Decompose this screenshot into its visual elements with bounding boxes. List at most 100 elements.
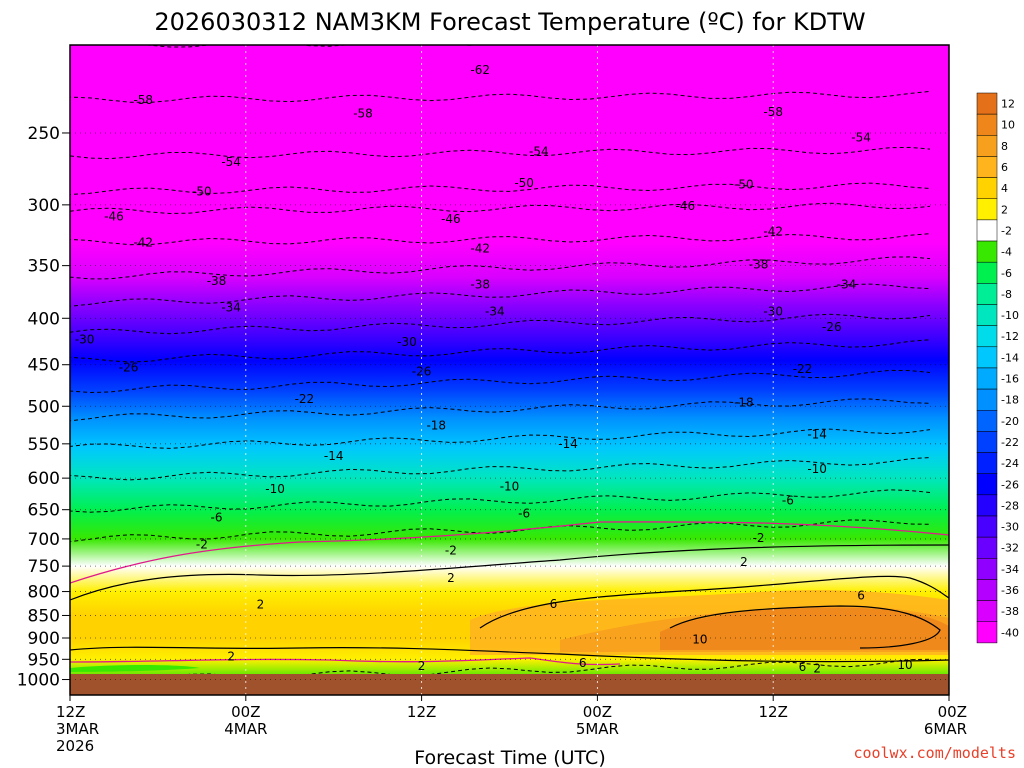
gridlines bbox=[70, 45, 949, 695]
isotherm-10c bbox=[669, 605, 941, 649]
contour-label: 6 bbox=[579, 656, 587, 670]
colorbar-label: 12 bbox=[1001, 98, 1015, 111]
contour-label: -50 bbox=[192, 184, 212, 198]
contour-label: -62 bbox=[470, 63, 490, 77]
isotherm-contour bbox=[70, 45, 483, 48]
x-tick-label: 12Z bbox=[56, 703, 85, 721]
contour-label: -22 bbox=[793, 362, 813, 376]
contour-label: -10 bbox=[500, 480, 520, 494]
contour-label: 2 bbox=[447, 571, 455, 585]
isotherm-contour bbox=[70, 457, 931, 481]
contour-label: -42 bbox=[133, 235, 153, 249]
isotherm-2c-upper bbox=[70, 544, 949, 601]
contour-label: -38 bbox=[470, 277, 490, 291]
contour-label: -18 bbox=[734, 395, 754, 409]
x-tick-label: 00Z bbox=[938, 703, 967, 721]
contour-label: -18 bbox=[426, 418, 446, 432]
colorbar-swatch bbox=[976, 346, 998, 369]
colorbar-label: -26 bbox=[1001, 478, 1019, 491]
x-tick-label: 4MAR bbox=[224, 720, 267, 738]
y-tick-label: 550 bbox=[28, 435, 60, 455]
y-tick-label: 300 bbox=[28, 196, 60, 216]
colorbar-label: -4 bbox=[1001, 246, 1012, 259]
colorbar-label: -32 bbox=[1001, 542, 1019, 555]
freezing-level-line bbox=[70, 521, 949, 584]
contour-label: -46 bbox=[441, 212, 461, 226]
plot-frame bbox=[69, 44, 950, 696]
colorbar-label: 2 bbox=[1001, 203, 1008, 216]
contour-label: -14 bbox=[324, 449, 344, 463]
isotherm-contour bbox=[70, 428, 931, 449]
contour-label: -34 bbox=[485, 304, 505, 318]
isotherm-contour bbox=[70, 146, 931, 160]
colorbar-label: -22 bbox=[1001, 436, 1019, 449]
x-tick-label: 5MAR bbox=[576, 720, 619, 738]
colorbar-swatch bbox=[976, 177, 998, 200]
contour-label: -10 bbox=[265, 482, 285, 496]
isotherm-contour bbox=[70, 256, 931, 280]
contour-label: 6 bbox=[550, 597, 558, 611]
contour-label: -54 bbox=[529, 144, 549, 158]
contour-label: -10 bbox=[807, 462, 827, 476]
y-tick-label: 250 bbox=[28, 124, 60, 144]
y-tick-label: 750 bbox=[28, 557, 60, 577]
x-tick-label: 12Z bbox=[759, 703, 788, 721]
contour-label: -14 bbox=[558, 437, 578, 451]
y-axis-ticks: 250 300 350 400 450 500 550 600 650 700 750 800 850 9… bbox=[17, 124, 70, 691]
colorbar-label: -20 bbox=[1001, 415, 1019, 428]
contour-label: -2 bbox=[445, 544, 457, 558]
contour-label: 6 bbox=[857, 588, 865, 602]
colorbar-label: 10 bbox=[1001, 119, 1015, 132]
contour-label: -2 bbox=[196, 538, 208, 552]
contour-label: -2 bbox=[753, 531, 765, 545]
colorbar-swatch bbox=[976, 473, 998, 496]
colorbar-swatch bbox=[976, 325, 998, 348]
isotherm-contours bbox=[70, 45, 931, 682]
ground-below-surface bbox=[70, 674, 949, 695]
contour-label: -6 bbox=[782, 493, 794, 507]
colorbar-swatch bbox=[976, 388, 998, 411]
colorbar-label: -14 bbox=[1001, 351, 1019, 364]
credit-link[interactable]: coolwx.com/modelts bbox=[853, 744, 1016, 762]
colorbar-swatch bbox=[976, 92, 998, 115]
contour-label: -54 bbox=[221, 155, 241, 169]
colorbar-label: -24 bbox=[1001, 457, 1019, 470]
x-tick-label: 6MAR bbox=[924, 720, 967, 738]
colorbar-label: 4 bbox=[1001, 182, 1008, 195]
isotherm-contour bbox=[70, 313, 931, 335]
contour-label: -14 bbox=[807, 427, 827, 441]
colorbar-label: -36 bbox=[1001, 584, 1019, 597]
y-tick-label: 800 bbox=[28, 583, 60, 603]
contour-label: -54 bbox=[851, 131, 871, 145]
colorbar-swatch bbox=[976, 579, 998, 601]
x-axis-label: Forecast Time (UTC) bbox=[414, 747, 605, 768]
contour-label: -30 bbox=[75, 332, 95, 346]
contour-label: -22 bbox=[295, 392, 315, 406]
contour-label: -50 bbox=[514, 176, 534, 190]
colorbar-label: -18 bbox=[1001, 394, 1019, 407]
contour-label: 10 bbox=[692, 632, 707, 646]
isotherm-contour bbox=[70, 519, 931, 543]
contour-label: -26 bbox=[119, 360, 139, 374]
colorbar-swatch bbox=[976, 156, 998, 178]
contour-label: 10 bbox=[897, 658, 912, 672]
colorbar-label: -2 bbox=[1001, 224, 1012, 237]
y-tick-label: 1000 bbox=[17, 671, 60, 691]
colorbar-label: -28 bbox=[1001, 499, 1019, 512]
x-tick-label: 00Z bbox=[583, 703, 612, 721]
contour-label: -38 bbox=[207, 274, 227, 288]
colorbar-label: -10 bbox=[1001, 309, 1019, 322]
x-tick-label: 3MAR bbox=[56, 720, 99, 738]
colorbar-swatch bbox=[976, 283, 998, 305]
colorbar-label: -16 bbox=[1001, 373, 1019, 386]
contour-label: 2 bbox=[227, 649, 235, 663]
x-tick-label: 12Z bbox=[407, 703, 436, 721]
contour-label: -30 bbox=[397, 335, 417, 349]
colorbar-swatch bbox=[976, 304, 998, 326]
colorbar-label: -34 bbox=[1001, 563, 1019, 576]
colorbar-label: 8 bbox=[1001, 140, 1008, 153]
y-tick-label: 650 bbox=[28, 501, 60, 521]
isotherm-contour bbox=[70, 369, 931, 394]
contour-label: -58 bbox=[133, 93, 153, 107]
